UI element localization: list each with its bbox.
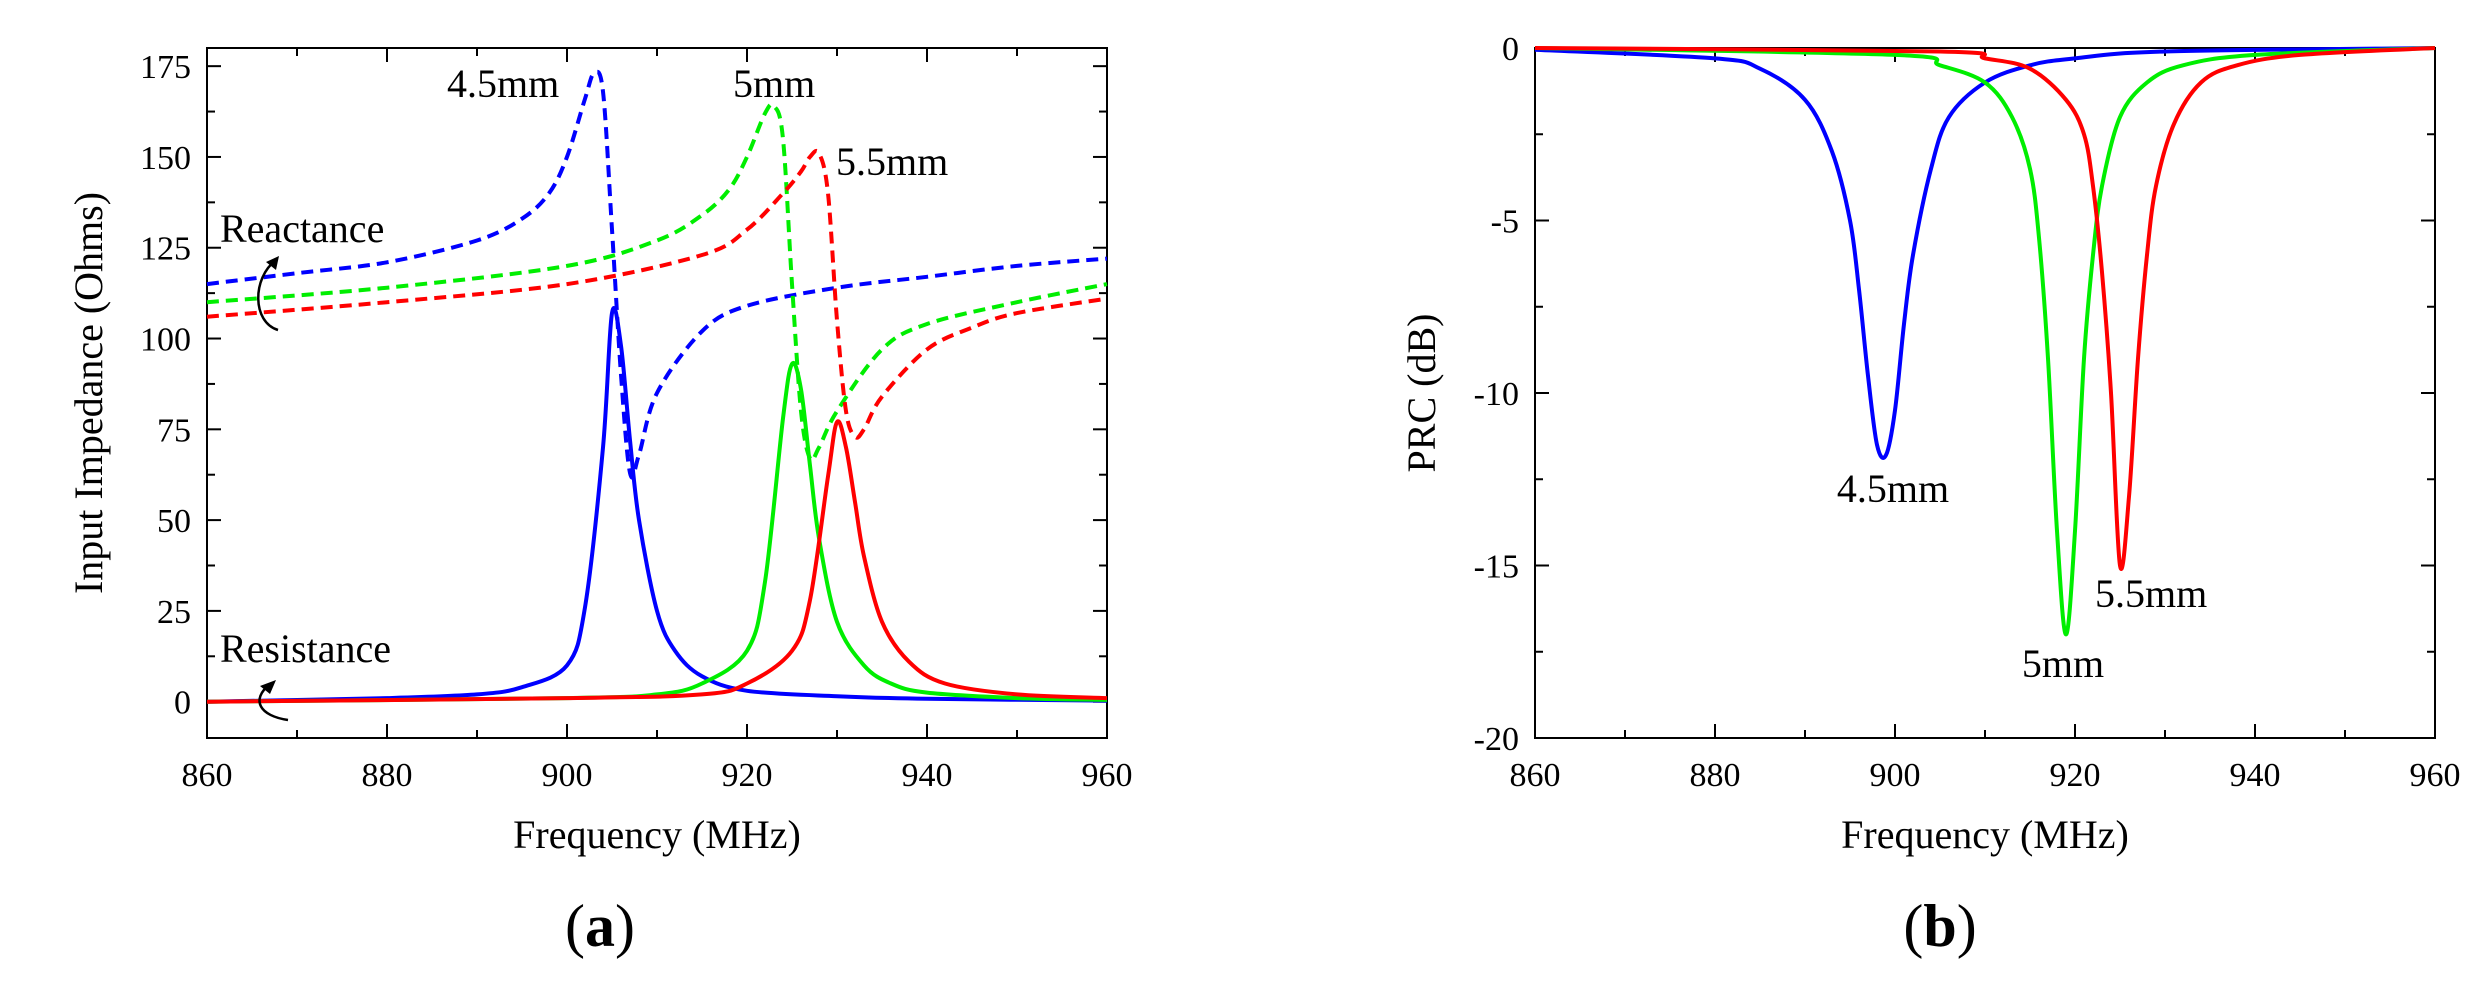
plot-frame-b — [1534, 47, 2436, 739]
y-axis-title-a: Input Impedance (Ohms) — [66, 192, 111, 594]
label-5mm-a: 5mm — [733, 61, 815, 106]
panel-a: 860 880 900 920 940 960 0 25 50 75 100 125 150 175 F… — [66, 47, 1133, 959]
x-axis-title-b: Frequency (MHz) — [1841, 812, 2129, 857]
series-reactance-5mm — [206, 102, 1108, 463]
y-tick-label: 25 — [157, 594, 191, 631]
series-prc-5.5mm — [1534, 46, 2436, 571]
y-tick-label: -20 — [1474, 721, 1519, 758]
series-prc-4.5mm — [1534, 46, 2436, 460]
series-resistance-5.5mm — [206, 419, 1108, 704]
y-tick-label: 150 — [140, 140, 191, 177]
y-ticks-b: 0 -5 -10 -15 -20 — [1474, 31, 2435, 758]
x-tick-label: 880 — [1690, 757, 1741, 794]
y-tick-label: 125 — [140, 231, 191, 268]
label-5mm-b: 5mm — [2022, 641, 2104, 686]
panel-label-a: (a) — [565, 893, 635, 959]
annotation-reactance: Reactance — [220, 206, 384, 251]
panel-b: 860 880 900 920 940 960 0 -5 -10 -15 -20 Frequenc… — [1399, 31, 2461, 959]
panel-label-b: (b) — [1903, 893, 1976, 959]
y-tick-label: 0 — [1502, 31, 1519, 68]
x-tick-label: 960 — [2410, 757, 2461, 794]
label-5.5mm-a: 5.5mm — [836, 139, 948, 184]
x-tick-label: 920 — [722, 757, 773, 794]
x-tick-label: 940 — [2230, 757, 2281, 794]
label-4.5mm-b: 4.5mm — [1837, 466, 1949, 511]
y-axis-title-b: PRC (dB) — [1399, 314, 1444, 473]
reactance-arrow-icon — [257, 259, 279, 332]
x-tick-label: 900 — [1870, 757, 1921, 794]
y-tick-label: -15 — [1474, 549, 1519, 586]
series-prc-5mm — [1534, 46, 2436, 637]
x-tick-label: 880 — [362, 757, 413, 794]
y-tick-label: 175 — [140, 49, 191, 86]
x-tick-label: 860 — [1510, 757, 1561, 794]
series-resistance-4.5mm — [206, 305, 1108, 704]
label-5.5mm-b: 5.5mm — [2095, 571, 2207, 616]
series-reactance-4.5mm — [206, 69, 1108, 480]
x-ticks-b: 860 880 900 920 940 960 — [1510, 48, 2461, 794]
x-ticks-a: 860 880 900 920 940 960 — [182, 48, 1133, 794]
x-tick-label: 940 — [902, 757, 953, 794]
x-tick-label: 960 — [1082, 757, 1133, 794]
y-tick-label: 75 — [157, 412, 191, 449]
series-group-b — [1534, 46, 2436, 637]
y-tick-label: 100 — [140, 322, 191, 359]
annotation-resistance: Resistance — [220, 626, 391, 671]
label-4.5mm-a: 4.5mm — [447, 61, 559, 106]
y-tick-label: 0 — [174, 685, 191, 722]
y-tick-label: -10 — [1474, 376, 1519, 413]
y-tick-label: 50 — [157, 503, 191, 540]
x-tick-label: 900 — [542, 757, 593, 794]
y-ticks-a: 0 25 50 75 100 125 150 175 — [140, 49, 1107, 722]
series-reactance-5.5mm — [206, 148, 1108, 440]
resistance-arrowhead-icon — [260, 680, 276, 694]
x-axis-title-a: Frequency (MHz) — [513, 812, 801, 857]
series-group-a — [206, 69, 1108, 704]
x-tick-label: 920 — [2050, 757, 2101, 794]
y-tick-label: -5 — [1491, 204, 1519, 241]
reactance-arrowhead-icon — [266, 256, 279, 270]
x-tick-label: 860 — [182, 757, 233, 794]
